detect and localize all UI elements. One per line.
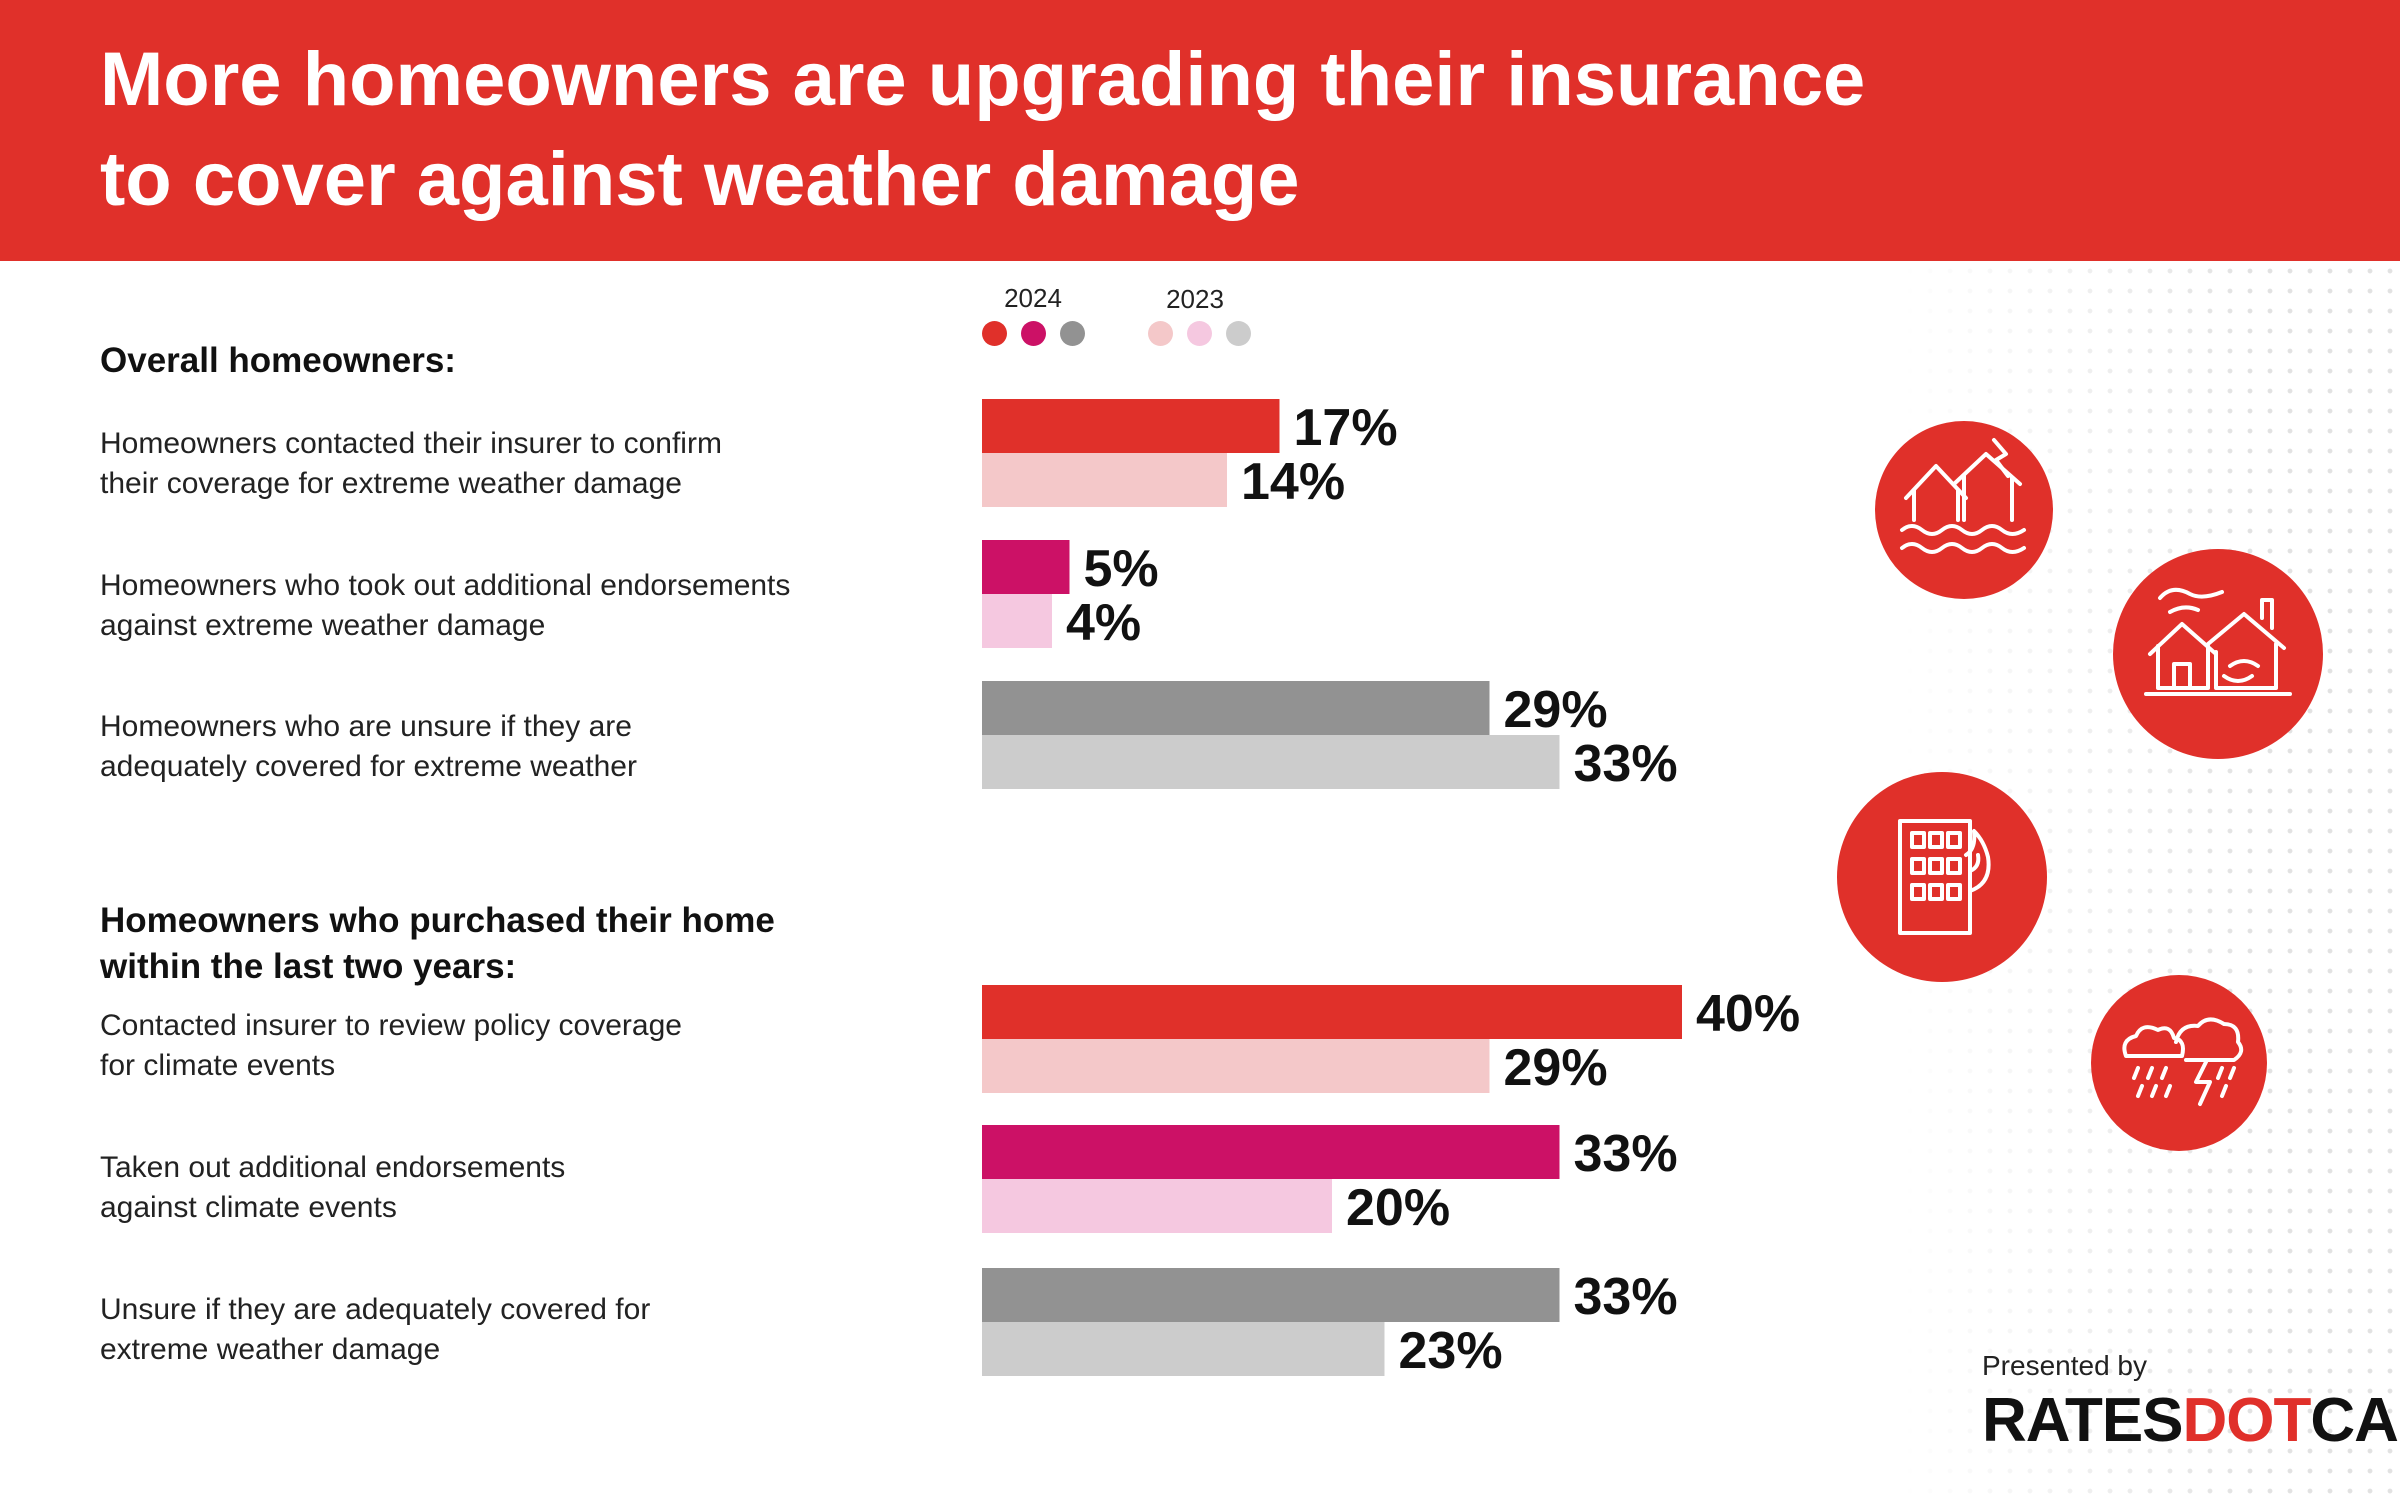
- category-label-6-line-2: extreme weather damage: [100, 1333, 441, 1366]
- flooded-house-icon: [1875, 421, 2053, 599]
- category-label-4-line-2: for climate events: [100, 1049, 336, 1082]
- category-label-6: Unsure if they are adequately covered fo…: [100, 1290, 650, 1370]
- data-label-2023-1: 14%: [1241, 453, 1345, 511]
- section-heading-recent-buyers-line-1: Homeowners who purchased their home: [100, 901, 775, 940]
- section-heading-overall: Overall homeowners:: [100, 338, 456, 384]
- category-label-2-line-2: against extreme weather damage: [100, 609, 546, 642]
- legend-dot-2023-magenta: [1187, 321, 1212, 346]
- data-label-2023-3: 33%: [1574, 735, 1678, 793]
- title-line-2: to cover against weather damage: [100, 137, 1300, 222]
- presented-by-text: Presented by: [1982, 1350, 2147, 1381]
- logo-part-rates: RATES: [1982, 1386, 2184, 1455]
- category-label-5-line-2: against climate events: [100, 1191, 397, 1224]
- bar-2024-3: [982, 681, 1490, 735]
- wind-house-icon: [2113, 549, 2323, 759]
- category-label-4-line-1: Contacted insurer to review policy cover…: [100, 1009, 682, 1042]
- ratesdotca-logo: RATESDOTCA: [1982, 1386, 2399, 1456]
- bar-2023-6: [982, 1322, 1385, 1376]
- bar-2023-2: [982, 594, 1052, 648]
- storm-cloud-icon: [2091, 975, 2267, 1151]
- category-label-2: Homeowners who took out additional endor…: [100, 566, 790, 646]
- data-label-2023-5: 20%: [1346, 1179, 1450, 1237]
- data-label-2024-3: 29%: [1504, 681, 1608, 739]
- legend-dot-2024-gray: [1060, 321, 1085, 346]
- category-label-3-line-1: Homeowners who are unsure if they are: [100, 710, 632, 743]
- legend-dot-2024-red: [982, 321, 1007, 346]
- category-label-2-line-1: Homeowners who took out additional endor…: [100, 569, 791, 602]
- section-heading-recent-buyers: Homeowners who purchased their home with…: [100, 898, 775, 990]
- bar-2023-3: [982, 735, 1560, 789]
- logo-part-dot: DOT: [2182, 1386, 2312, 1455]
- bar-2023-4: [982, 1039, 1490, 1093]
- legend-dot-2023-red: [1148, 321, 1173, 346]
- category-label-3: Homeowners who are unsure if they are ad…: [100, 707, 637, 787]
- category-label-1-line-1: Homeowners contacted their insurer to co…: [100, 427, 722, 460]
- data-label-2024-1: 17%: [1294, 399, 1398, 457]
- burning-building-icon: [1837, 772, 2047, 982]
- category-label-1-line-2: their coverage for extreme weather damag…: [100, 467, 682, 500]
- category-label-6-line-1: Unsure if they are adequately covered fo…: [100, 1293, 651, 1326]
- bar-2023-1: [982, 453, 1227, 507]
- header-banner: More homeowners are upgrading their insu…: [0, 0, 2400, 261]
- bar-2024-4: [982, 985, 1682, 1039]
- bar-2024-2: [982, 540, 1070, 594]
- bar-2024-5: [982, 1125, 1560, 1179]
- data-label-2023-4: 29%: [1504, 1039, 1608, 1097]
- bar-2024-6: [982, 1268, 1560, 1322]
- legend-dot-2023-gray: [1226, 321, 1251, 346]
- data-label-2024-6: 33%: [1574, 1268, 1678, 1326]
- category-label-5: Taken out additional endorsements agains…: [100, 1148, 565, 1228]
- legend-label-2023: 2023: [1166, 284, 1224, 314]
- data-label-2023-2: 4%: [1066, 594, 1141, 652]
- logo-part-ca: CA: [2310, 1386, 2399, 1455]
- section-heading-recent-buyers-line-2: within the last two years:: [100, 947, 517, 986]
- section-heading-overall-line-1: Overall homeowners:: [100, 341, 456, 380]
- page-title: More homeowners are upgrading their insu…: [100, 30, 2100, 230]
- category-label-5-line-1: Taken out additional endorsements: [100, 1151, 566, 1184]
- category-label-1: Homeowners contacted their insurer to co…: [100, 424, 722, 504]
- data-label-2024-5: 33%: [1574, 1125, 1678, 1183]
- data-label-2023-6: 23%: [1399, 1322, 1503, 1380]
- legend-label-2024: 2024: [1004, 283, 1062, 313]
- legend-dot-2024-magenta: [1021, 321, 1046, 346]
- bar-2024-1: [982, 399, 1280, 453]
- bar-2023-5: [982, 1179, 1332, 1233]
- title-line-1: More homeowners are upgrading their insu…: [100, 37, 1866, 122]
- category-label-3-line-2: adequately covered for extreme weather: [100, 750, 637, 783]
- data-label-2024-4: 40%: [1696, 985, 1800, 1043]
- data-label-2024-2: 5%: [1084, 540, 1159, 598]
- category-label-4: Contacted insurer to review policy cover…: [100, 1006, 682, 1086]
